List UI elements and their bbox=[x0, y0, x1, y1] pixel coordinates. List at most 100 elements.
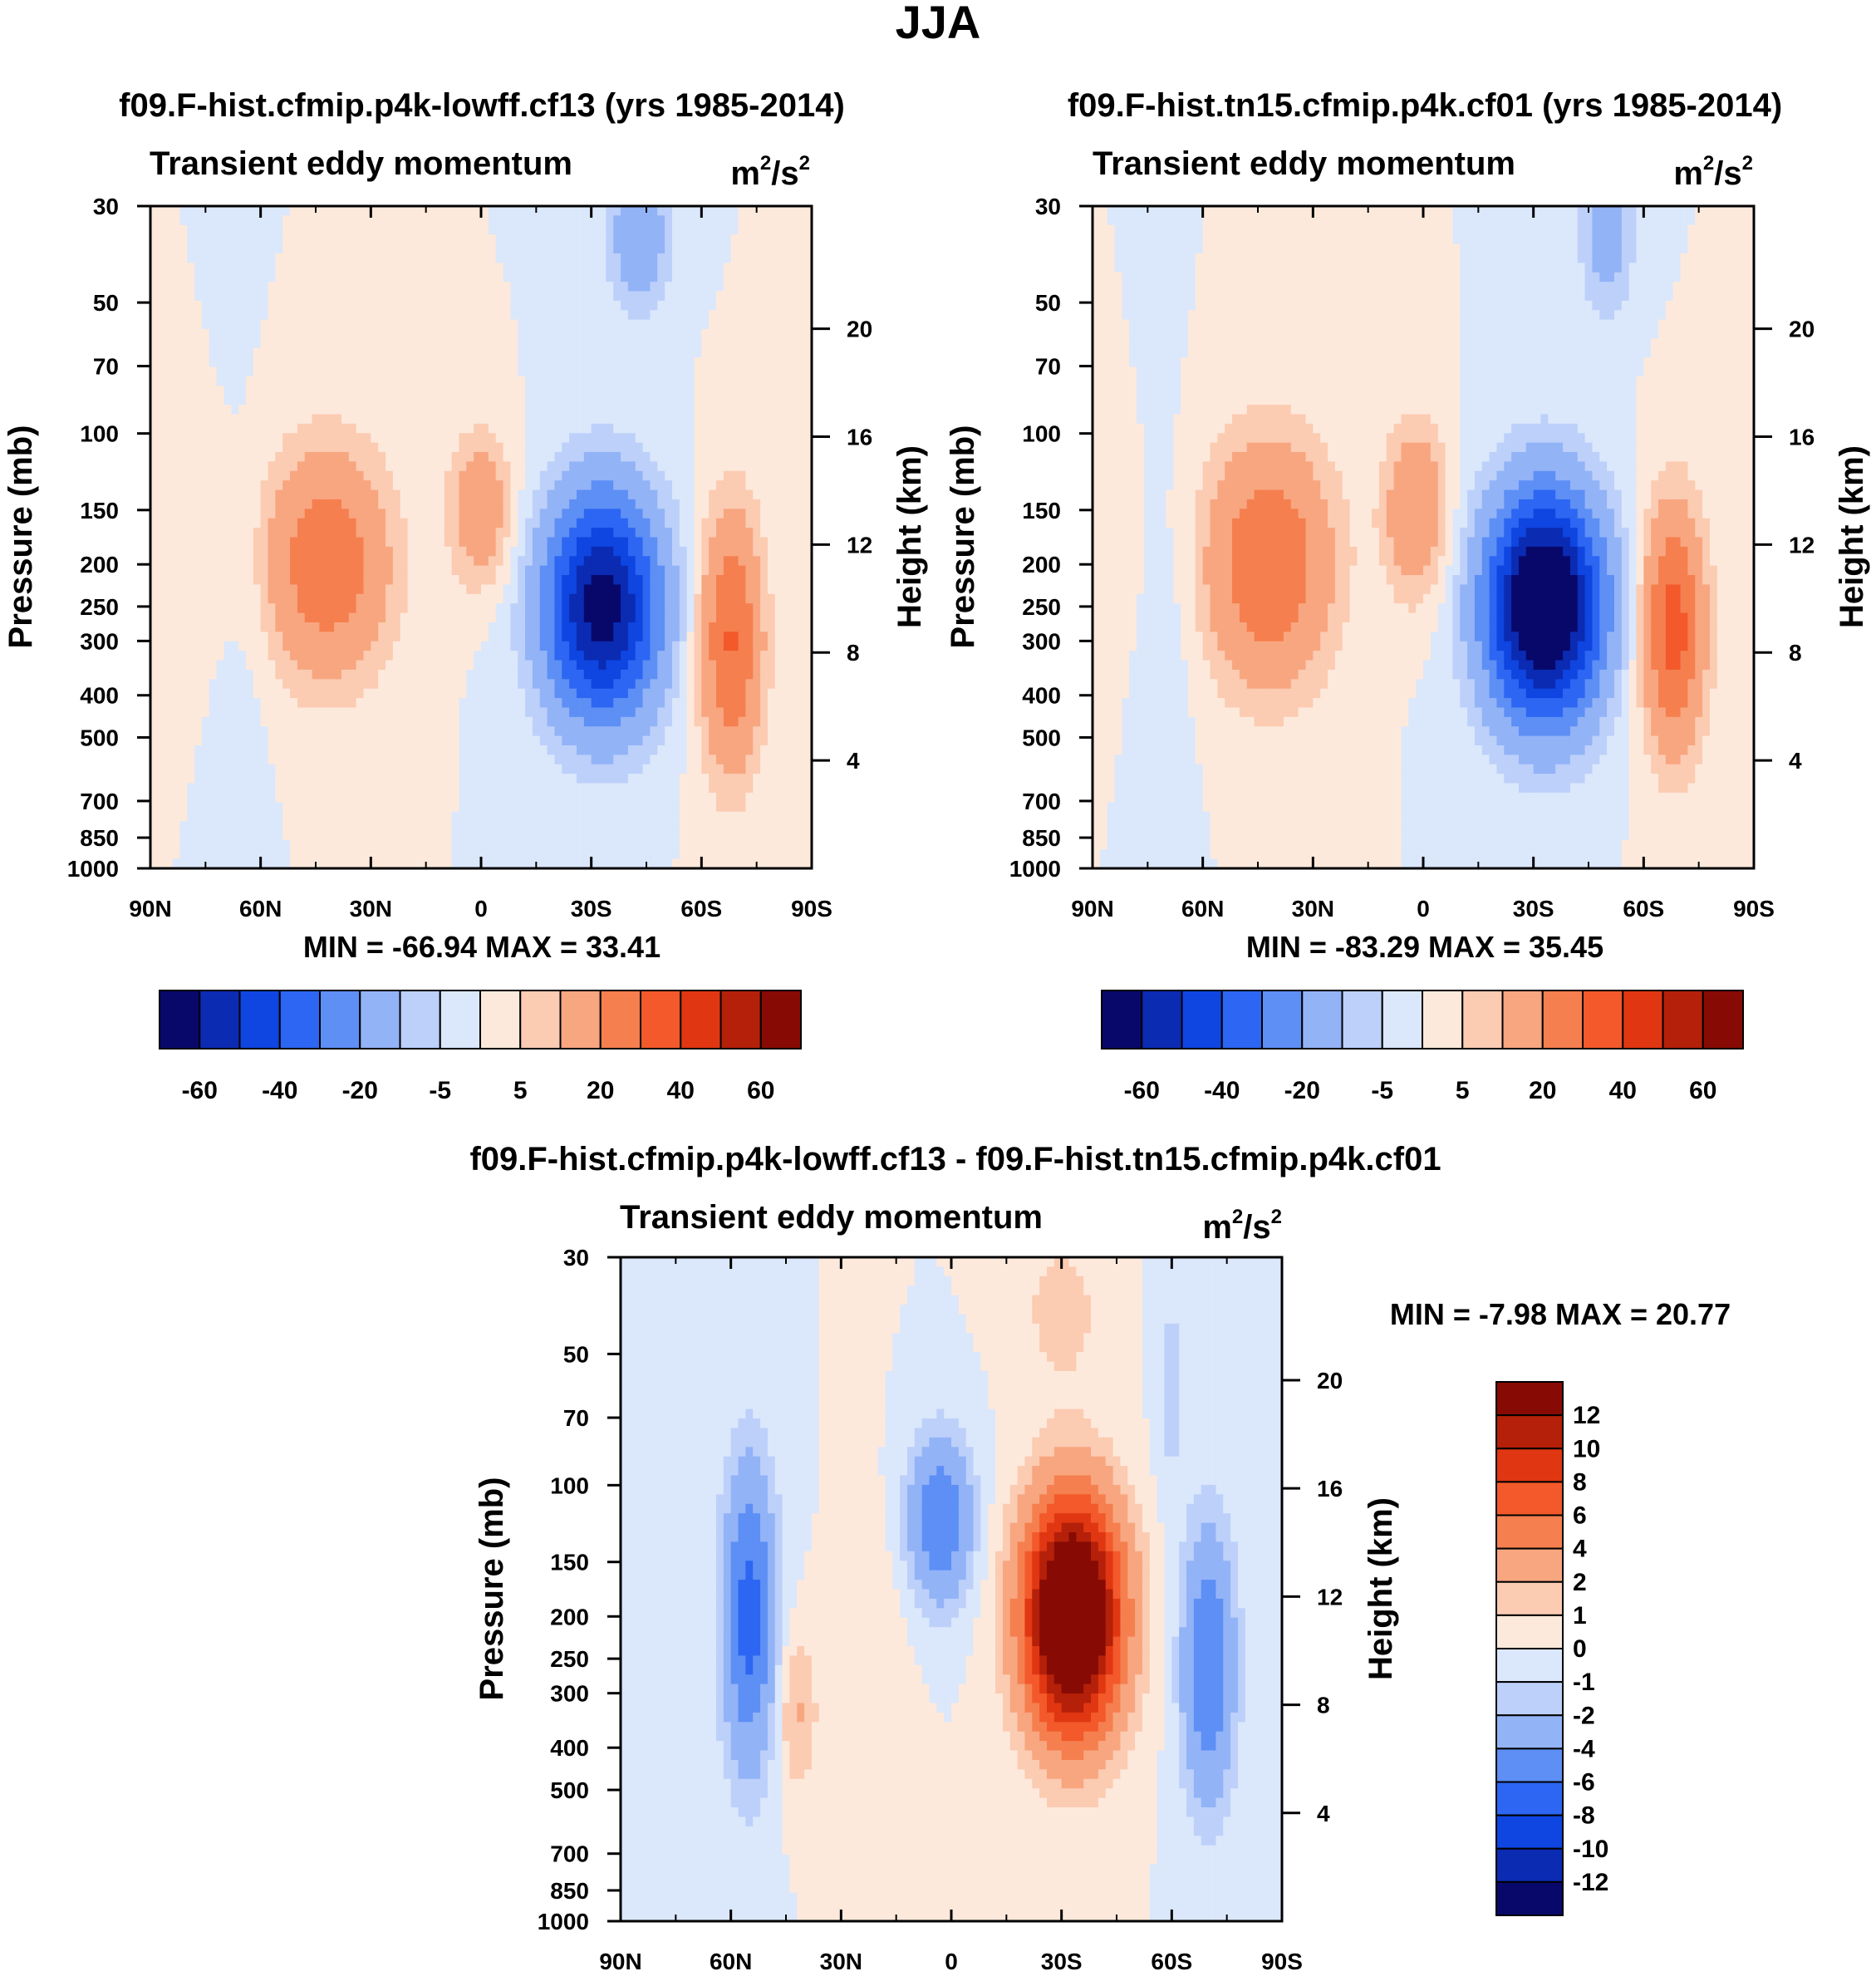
field-cell bbox=[532, 461, 541, 472]
field-cell bbox=[510, 310, 518, 321]
field-cell bbox=[481, 556, 489, 567]
field-cell bbox=[436, 366, 445, 377]
field-cell bbox=[187, 651, 195, 661]
field-cell bbox=[694, 405, 702, 415]
field-cell bbox=[539, 291, 548, 302]
field-cell bbox=[562, 366, 570, 377]
field-cell bbox=[554, 263, 562, 273]
field-cell bbox=[671, 338, 680, 349]
field-cell bbox=[304, 565, 313, 576]
field-cell bbox=[378, 669, 386, 680]
field-cell bbox=[363, 300, 371, 311]
field-cell bbox=[201, 584, 210, 595]
field-cell bbox=[554, 528, 562, 538]
field-cell bbox=[797, 291, 805, 302]
field-cell bbox=[562, 263, 570, 273]
field-cell bbox=[275, 622, 283, 632]
field-cell bbox=[201, 234, 210, 245]
field-cell bbox=[209, 499, 218, 509]
field-cell bbox=[797, 565, 805, 576]
field-cell bbox=[165, 376, 174, 386]
field-cell bbox=[701, 584, 710, 595]
field-cell bbox=[356, 433, 365, 444]
field-cell bbox=[415, 480, 423, 491]
field-cell bbox=[253, 366, 262, 377]
field-cell bbox=[767, 423, 776, 434]
field-cell bbox=[686, 461, 695, 472]
field-cell bbox=[686, 338, 695, 349]
field-cell bbox=[157, 575, 166, 586]
field-cell bbox=[621, 282, 629, 292]
field-cell bbox=[165, 528, 174, 538]
field-cell bbox=[430, 347, 438, 358]
field-cell bbox=[510, 470, 518, 481]
field-cell bbox=[334, 575, 342, 586]
field-cell bbox=[319, 679, 327, 690]
field-cell bbox=[260, 470, 269, 481]
field-cell bbox=[436, 347, 445, 358]
field-cell bbox=[774, 319, 783, 330]
field-cell bbox=[701, 310, 710, 321]
field-cell bbox=[348, 603, 357, 614]
field-cell bbox=[319, 366, 327, 377]
field-cell bbox=[642, 282, 651, 292]
field-cell bbox=[760, 716, 769, 727]
field-cell bbox=[525, 499, 533, 509]
field-cell bbox=[356, 347, 365, 358]
field-cell bbox=[327, 603, 335, 614]
field-cell bbox=[415, 329, 423, 339]
field-cell bbox=[510, 679, 518, 690]
field-cell bbox=[231, 726, 239, 737]
field-cell bbox=[701, 442, 710, 453]
field-cell bbox=[621, 243, 629, 254]
field-cell bbox=[532, 395, 541, 406]
field-cell bbox=[745, 499, 754, 509]
field-cell bbox=[474, 593, 482, 604]
field-cell bbox=[268, 716, 276, 727]
field-cell bbox=[231, 357, 239, 368]
field-cell bbox=[238, 215, 247, 226]
field-cell bbox=[532, 603, 541, 614]
field-cell bbox=[606, 215, 614, 226]
field-cell bbox=[569, 310, 577, 321]
field-cell bbox=[304, 470, 313, 481]
field-cell bbox=[378, 310, 386, 321]
field-cell bbox=[444, 584, 453, 595]
field-cell bbox=[488, 206, 497, 216]
field-cell bbox=[165, 243, 174, 254]
field-cell bbox=[451, 669, 460, 680]
field-cell bbox=[290, 565, 298, 576]
field-cell bbox=[606, 593, 614, 604]
field-cell bbox=[378, 622, 386, 632]
field-cell bbox=[671, 282, 680, 292]
field-cell bbox=[569, 716, 577, 727]
field-cell bbox=[327, 206, 335, 216]
field-cell bbox=[760, 565, 769, 576]
field-cell bbox=[209, 234, 218, 245]
field-cell bbox=[275, 347, 283, 358]
field-cell bbox=[422, 707, 430, 718]
field-cell bbox=[510, 452, 518, 463]
field-cell bbox=[319, 641, 327, 651]
field-cell bbox=[150, 716, 159, 727]
field-cell bbox=[422, 679, 430, 690]
field-cell bbox=[686, 347, 695, 358]
field-cell bbox=[642, 395, 651, 406]
field-cell bbox=[657, 386, 665, 396]
field-cell bbox=[231, 461, 239, 472]
field-cell bbox=[459, 338, 467, 349]
field-cell bbox=[444, 243, 453, 254]
field-cell bbox=[723, 641, 732, 651]
field-cell bbox=[157, 452, 166, 463]
field-cell bbox=[671, 234, 680, 245]
field-cell bbox=[466, 480, 474, 491]
field-cell bbox=[430, 716, 438, 727]
field-cell bbox=[334, 698, 342, 709]
field-cell bbox=[459, 537, 467, 548]
field-cell bbox=[789, 679, 798, 690]
field-cell bbox=[231, 291, 239, 302]
field-cell bbox=[576, 234, 585, 245]
field-cell bbox=[201, 347, 210, 358]
field-cell bbox=[451, 622, 460, 632]
field-cell bbox=[415, 433, 423, 444]
